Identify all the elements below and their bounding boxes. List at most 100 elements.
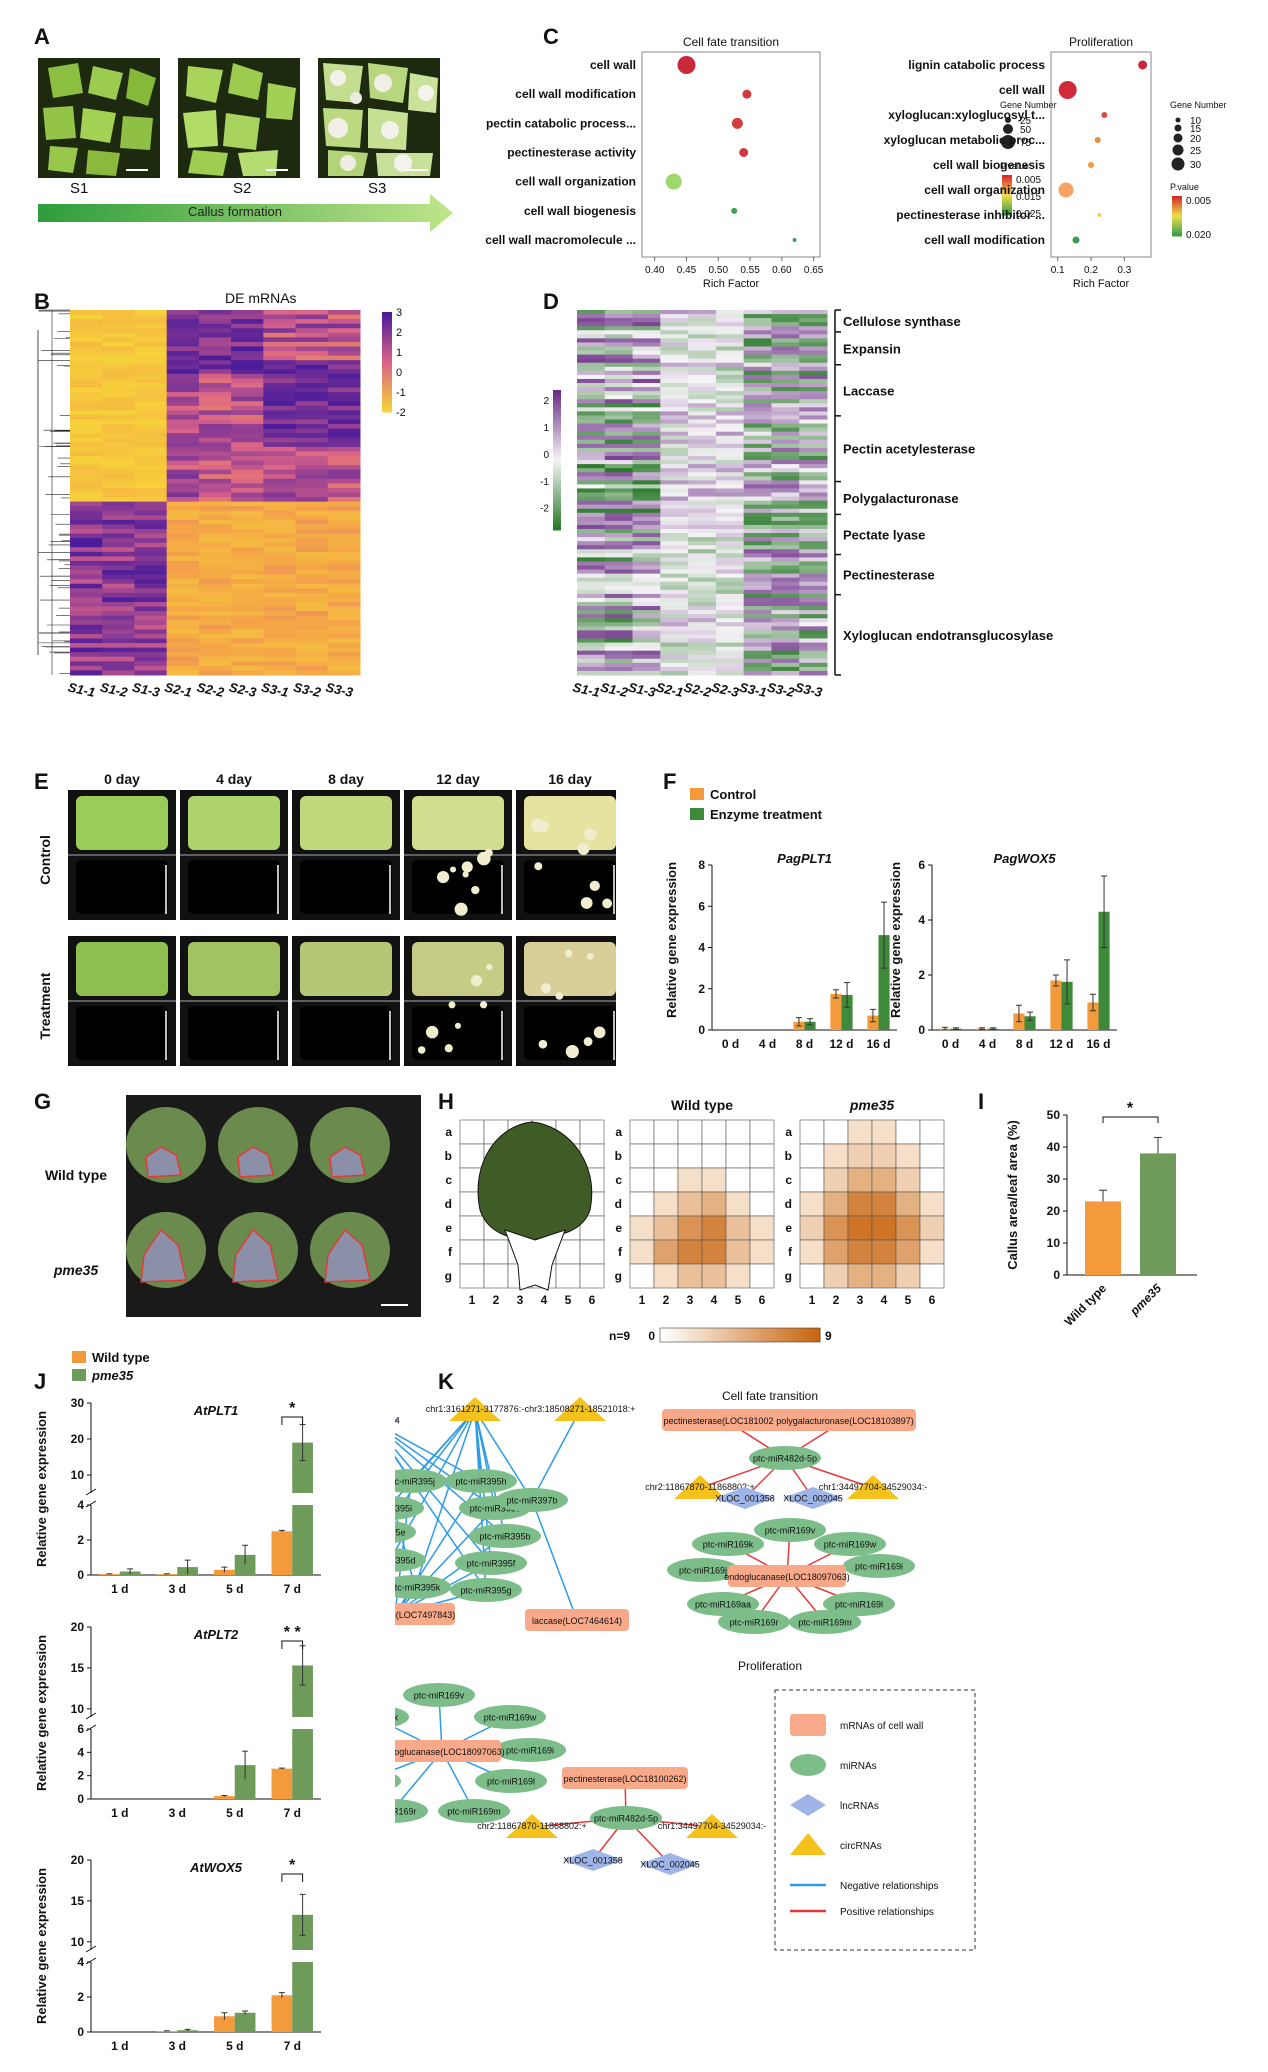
heatmap-cell	[632, 662, 661, 668]
heatmap-cell	[604, 395, 634, 400]
heatmap-cell	[102, 579, 135, 585]
heatmap-cell	[295, 460, 329, 466]
heatmap-cell	[660, 642, 689, 648]
grid-cell	[459, 1263, 485, 1289]
heatmap-cell	[632, 447, 661, 453]
circrna-node	[674, 1475, 726, 1499]
grid-cell	[823, 1143, 849, 1169]
heatmap-cell	[743, 415, 772, 420]
significance-bracket	[281, 1640, 304, 1649]
heatmap-cell	[688, 456, 717, 461]
heatmap-cell	[771, 480, 800, 485]
heatmap-cell	[263, 633, 297, 639]
grid-title: Wild type	[671, 1097, 733, 1113]
grid-row-label: a	[615, 1125, 622, 1139]
heatmap-cell	[632, 646, 661, 652]
heatmap-cell	[799, 342, 828, 347]
heatmap-cell	[70, 652, 103, 658]
section-title: Proliferation	[738, 1659, 802, 1673]
heatmap-cell	[771, 374, 800, 380]
heatmap-cell	[632, 565, 661, 571]
heatmap-cell	[166, 574, 200, 580]
grid-cell	[749, 1119, 775, 1145]
heatmap-cell	[263, 487, 297, 493]
heatmap-cell	[295, 428, 329, 434]
heatmap-cell	[660, 378, 689, 384]
heatmap-cell	[799, 504, 828, 510]
heatmap-cell	[660, 456, 689, 461]
heatmap-cell	[327, 538, 361, 544]
heatmap-cell	[715, 423, 745, 429]
heatmap-cell	[688, 634, 717, 639]
legend-color-step	[1002, 191, 1012, 194]
heatmap-cell	[743, 512, 772, 518]
heatmap-cell	[632, 630, 661, 635]
heatmap-cell	[102, 446, 135, 452]
heatmap-cell	[231, 492, 264, 498]
heatmap-cell	[327, 387, 361, 393]
heatmap-cell	[771, 573, 800, 579]
colorbar-step	[553, 392, 561, 397]
grid-row-label: f	[788, 1245, 793, 1259]
sample-label: S3-1	[260, 680, 290, 700]
heatmap-cell	[632, 541, 661, 546]
heatmap-cell	[715, 573, 745, 579]
grid-row-label: f	[448, 1245, 453, 1259]
heatmap-cell	[295, 574, 329, 580]
heatmap-cell	[771, 362, 800, 368]
heatmap-cell	[134, 414, 168, 420]
heatmap-cell	[263, 597, 297, 603]
heatmap-cell	[660, 407, 689, 412]
significance-bracket	[281, 1416, 304, 1425]
heatmap-cell	[771, 516, 800, 522]
heatmap-cell	[604, 638, 634, 644]
heatmap-cell	[263, 656, 297, 662]
heatmap-cell	[771, 577, 800, 583]
heatmap-cell	[771, 537, 800, 542]
y-tick-label: 6	[918, 858, 925, 872]
heatmap-cell	[70, 433, 103, 439]
heatmap-cell	[660, 512, 689, 518]
grid-cell	[677, 1239, 703, 1265]
heatmap-cell	[577, 508, 606, 514]
scale-step	[788, 1328, 793, 1342]
heatmap-cell	[743, 362, 772, 368]
heatmap-cell	[166, 611, 200, 617]
heatmap-cell	[604, 654, 634, 660]
heatmap-cell	[577, 354, 606, 360]
grid-row-label: g	[615, 1269, 622, 1283]
heatmap-cell	[799, 431, 828, 437]
heatmap-cell	[134, 460, 168, 466]
heatmap-cell	[632, 553, 661, 558]
heatmap-cell	[632, 427, 661, 433]
heatmap-cell	[799, 670, 828, 676]
heatmap-cell	[577, 374, 606, 380]
panel-a: S1 S2 S3 Callus formation	[38, 58, 468, 238]
heatmap-cell	[295, 533, 329, 539]
heatmap-cell	[295, 656, 329, 662]
heatmap-cell	[295, 442, 329, 448]
heatmap-cell	[660, 533, 689, 538]
heatmap-cell	[70, 437, 103, 443]
callus-outline	[145, 1146, 182, 1178]
heatmap-cell	[715, 334, 745, 339]
heatmap-cell	[632, 411, 661, 416]
bar	[1050, 980, 1062, 1030]
heatmap-cell	[102, 656, 135, 662]
sample-label: S1-1	[67, 680, 97, 700]
heatmap-cell	[70, 474, 103, 480]
colorbar-step	[553, 446, 561, 450]
heatmap-cell	[688, 606, 717, 611]
scale-step	[660, 1328, 665, 1342]
heatmap-cell	[327, 602, 361, 608]
panel-i-chart: Callus area/leaf area (%)01020304050Wild…	[1005, 1100, 1197, 1329]
colorbar-step	[553, 451, 561, 455]
scale-step	[692, 1328, 697, 1342]
leaf-piece	[300, 1006, 392, 1060]
heatmap-cell	[231, 611, 264, 617]
colorbar-step	[553, 521, 561, 525]
heatmap-cell	[263, 446, 297, 452]
heatmap-cell	[134, 629, 168, 635]
heatmap-cell	[715, 350, 745, 356]
x-tick-label: 5 d	[226, 2039, 243, 2053]
